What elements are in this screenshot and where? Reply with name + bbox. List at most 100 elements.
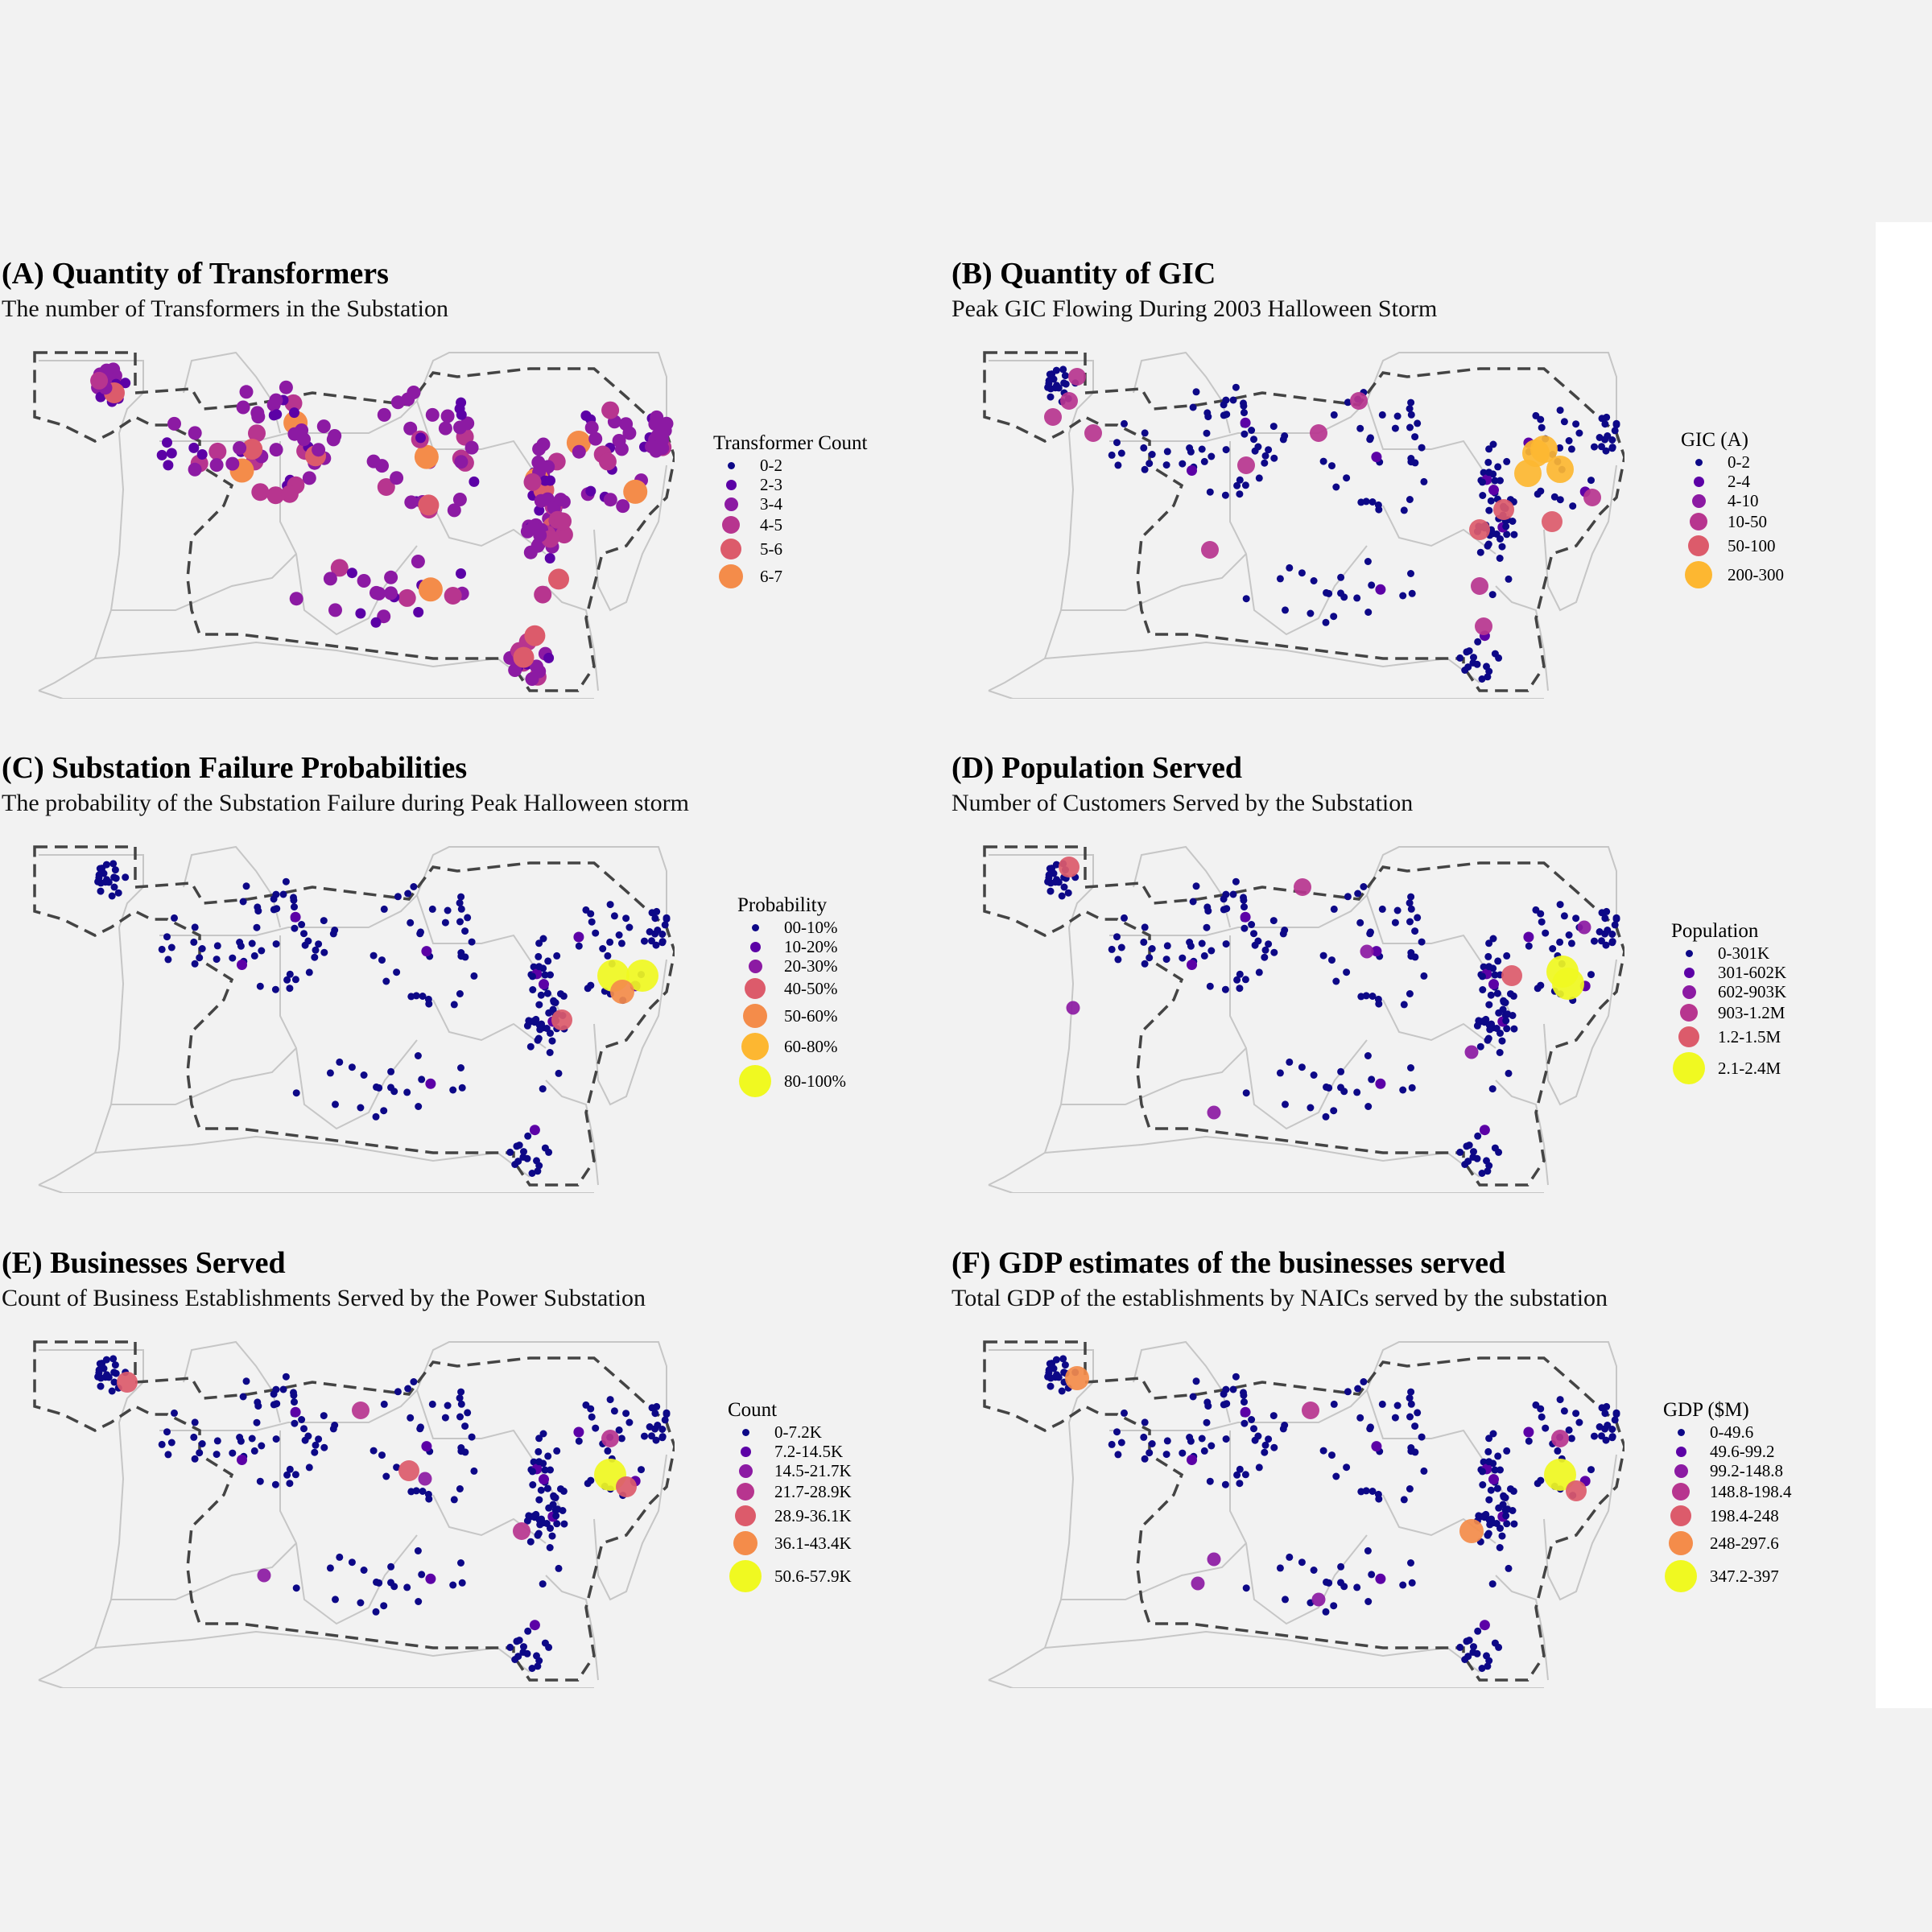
substation-dot [290,894,297,902]
substation-dot [213,1437,221,1445]
substation-dot [1242,1584,1250,1592]
substation-dot [1241,976,1249,984]
substation-dot-highlight [1464,1045,1479,1059]
substation-dot [1604,927,1612,934]
legend-label: 0-49.6 [1710,1422,1754,1442]
substation-dot [1241,924,1249,932]
substation-dot [1146,954,1154,962]
substation-dot [1479,1125,1490,1136]
substation-dot [101,878,109,886]
panel-subtitle: The probability of the Substation Failur… [2,790,690,816]
substation-dot [1344,398,1352,407]
substation-dot [1265,1435,1273,1443]
substation-dot [1399,1581,1407,1589]
substation-dot [1203,429,1211,437]
substation-dot [1407,905,1415,913]
substation-dot [515,1141,523,1150]
substation-dot [415,432,426,444]
substation-dot [158,1440,166,1448]
substation-dot [457,952,465,960]
substation-dot [547,1030,554,1037]
substation-dot [1465,1141,1473,1150]
substation-dot [279,890,287,898]
legend-item: 0-49.6 [1663,1422,1753,1442]
state-borders [38,1340,667,1688]
substation-dot [1488,1085,1496,1093]
substation-dot [108,1387,116,1395]
state-borders [38,351,667,699]
substation-dot [1537,1476,1545,1484]
legend-swatch [722,516,740,534]
substation-dot [1572,914,1580,923]
panel-subtitle: The number of Transformers in the Substa… [2,295,448,322]
substation-dot [1186,444,1194,452]
substation-dot [1146,1449,1154,1457]
substation-dot [1495,1643,1503,1651]
substation-dot [1484,1447,1492,1455]
substation-dot [320,1412,328,1420]
substation-dot [606,1396,614,1404]
substation-dot [1187,1455,1197,1465]
substation-dot [336,1553,344,1561]
substation-dot [1141,1418,1149,1426]
substation-dot [1354,890,1362,898]
substation-dot [1538,1413,1546,1421]
substation-dot [1556,444,1564,452]
substation-dot [1406,990,1414,997]
substation-dot [1242,595,1250,603]
legend-item: 1.2-1.5M [1671,1024,1781,1050]
panel-title: (A) Quantity of Transformers [2,257,389,291]
substation-dot [552,1512,560,1520]
region-boundary [983,1340,1624,1682]
substation-dot [528,1170,536,1177]
substation-dot-highlight [1302,1402,1319,1419]
substation-dot [382,1472,390,1480]
legend-swatch [1680,1004,1698,1022]
substation-dot [1113,933,1121,941]
substation-map [983,351,1624,699]
substation-dot-highlight [1469,519,1490,540]
substation-dot [1307,1104,1315,1112]
substation-dot [1374,995,1382,1003]
substation-dot [1473,1022,1481,1030]
substation-dot [1200,1447,1208,1455]
substation-dot [1222,940,1230,948]
substation-dot [110,883,118,891]
legend-item: 148.8-198.4 [1663,1480,1792,1503]
substation-dot [592,929,600,937]
substation-dot [1368,1075,1376,1084]
substation-dot [538,1515,545,1523]
substation-dot [1408,589,1416,597]
substation-dot [1470,1148,1477,1156]
legend-item: 21.7-28.9K [728,1480,852,1503]
substation-dot [661,1416,669,1424]
substation-dot [428,905,436,913]
substation-dot [355,608,366,619]
substation-dot [1587,971,1595,979]
substation-dot [1236,985,1244,993]
substation-dot [164,956,172,964]
substation-dot [523,1649,531,1657]
substation-dot [108,892,116,900]
substation-dot-highlight [352,1402,369,1419]
legend-title: GDP ($M) [1663,1399,1749,1421]
substation-dot [171,1409,178,1417]
substation-dot [1357,1488,1365,1496]
substation-dot [553,952,561,960]
substation-dot [1496,477,1504,485]
substation-dot [1567,939,1575,947]
substation-dot [1045,1366,1053,1374]
substation-dot [1206,1477,1214,1485]
substation-dot [548,1532,556,1540]
substation-dot [1411,433,1419,441]
substation-dot [532,442,547,456]
substation-dot [1485,963,1493,971]
substation-dot [1223,905,1231,913]
legend-item: 10-50 [1681,510,1767,533]
substation-dot [97,1382,105,1390]
substation-dot [1192,1377,1200,1385]
substation-dot [1591,937,1598,945]
substation-dot [1163,1437,1171,1445]
substation-dot [1407,458,1415,466]
substation-dot-highlight [1084,424,1102,442]
